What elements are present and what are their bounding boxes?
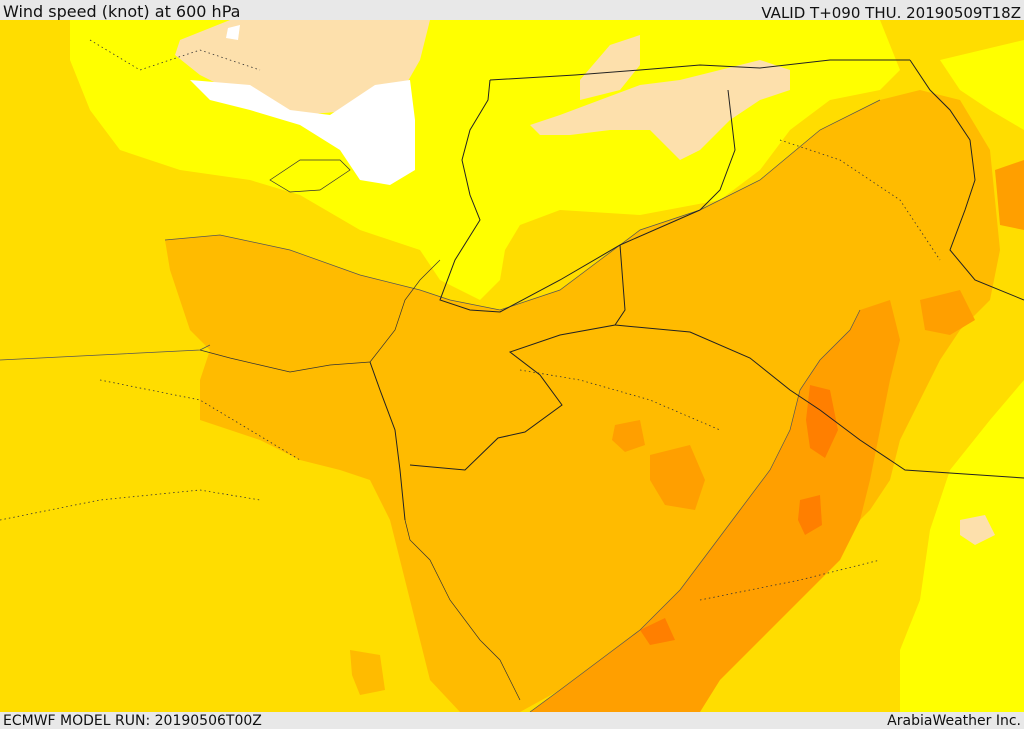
band-30-35-nafud-spot [612, 420, 645, 452]
band-lt-10-cyprus-east [190, 80, 415, 185]
map-title: Wind speed (knot) at 600 hPa [3, 2, 241, 21]
header-bar: Wind speed (knot) at 600 hPa VALID T+090… [0, 0, 1024, 22]
band-10-15-iraq-north [580, 35, 640, 100]
band-30-35-center-spot [650, 445, 705, 510]
coastlines [199, 159, 521, 701]
band-15-20-se [900, 380, 1024, 712]
band-30-35-east-spot [920, 290, 975, 335]
wind-speed-map [0, 20, 1024, 712]
band-35-40-spot [798, 495, 822, 535]
band-15-20-east [940, 40, 1024, 130]
band-30-35-arabia [530, 300, 900, 712]
admin-boundaries [0, 39, 941, 601]
band-35-40-south-spot [640, 618, 675, 645]
band-lt-10-turkey-spot [226, 25, 240, 40]
band-35-40-core [806, 385, 838, 458]
valid-time: VALID T+090 THU. 20190509T18Z [761, 4, 1021, 22]
footer-bar: ECMWF MODEL RUN: 20190506T00Z ArabiaWeat… [0, 712, 1024, 729]
band-25-30-sinai-spot [350, 650, 385, 695]
contour-lines [0, 99, 881, 712]
band-10-15-iraq [530, 60, 790, 160]
model-run: ECMWF MODEL RUN: 20190506T00Z [3, 713, 262, 729]
credit: ArabiaWeather Inc. [887, 713, 1021, 729]
band-30-35-gulf-spot [995, 160, 1024, 230]
country-boundaries [369, 59, 1024, 521]
band-10-15-se-spot [960, 515, 995, 545]
